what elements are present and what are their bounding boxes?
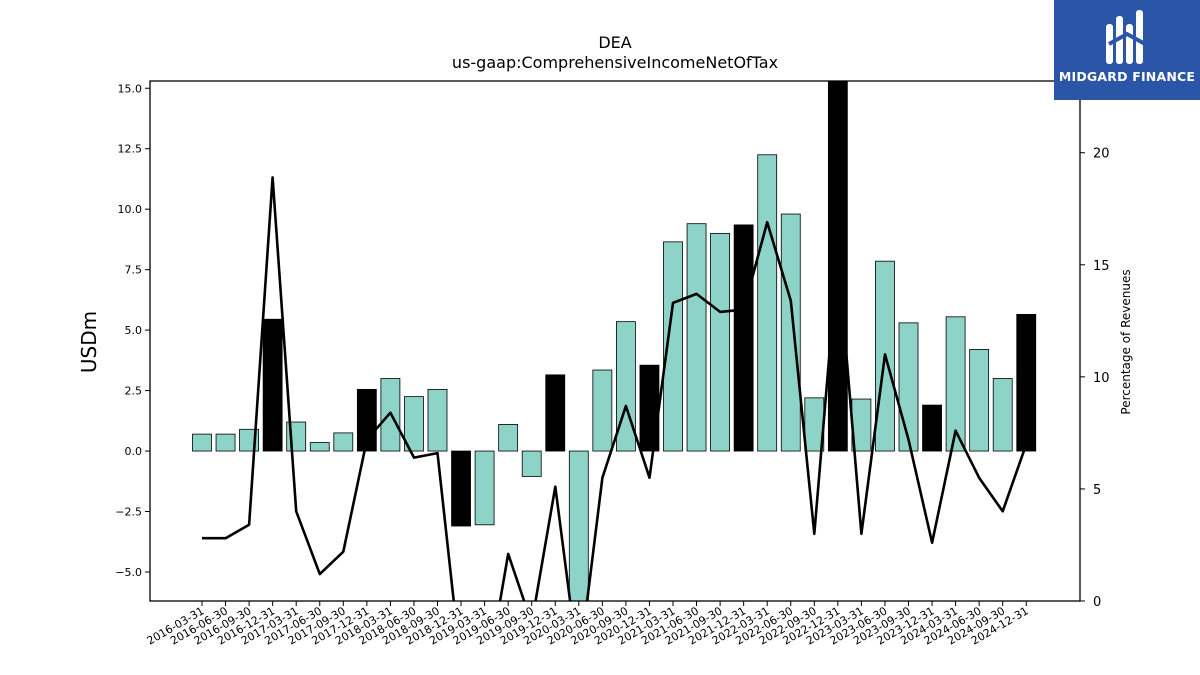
bar (616, 321, 636, 452)
bar (969, 349, 990, 452)
y2-tick-label: 20 (1093, 147, 1110, 162)
y2-tick-label: 10 (1093, 371, 1110, 386)
bar (474, 450, 495, 526)
brand-logo: MIDGARD FINANCE (1054, 0, 1200, 100)
bar (404, 396, 424, 452)
bar (427, 388, 448, 452)
y2-tick-label: 5 (1093, 483, 1101, 498)
bar (663, 241, 683, 452)
y-tick-label: 7.5 (125, 264, 143, 277)
bar (686, 223, 707, 452)
tick-marks: 15.0 12.5 10.0 7.5 5.0 2.5 0.0 −2.5 −5.0 20 15 10 5 0… (115, 82, 1109, 647)
chart-title: DEA (598, 33, 631, 52)
pct-revenue-line (202, 176, 1028, 601)
bar (262, 318, 283, 452)
bar (992, 378, 1013, 452)
bar (192, 433, 212, 452)
line-series (202, 176, 1028, 601)
bar (568, 450, 589, 601)
bar (545, 374, 566, 452)
bar (922, 404, 942, 452)
y-tick-label: 15.0 (118, 82, 143, 95)
y-tick-label: 0.0 (125, 445, 143, 458)
y-tick-label: 12.5 (118, 143, 143, 156)
logo-mark-icon (1106, 10, 1146, 64)
axes (149, 80, 1081, 602)
chart-subtitle: us-gaap:ComprehensiveIncomeNetOfTax (452, 53, 778, 72)
y-tick-label: 10.0 (118, 203, 143, 216)
bar (1016, 313, 1037, 452)
bar (215, 433, 236, 452)
y-tick-label: 2.5 (125, 385, 143, 398)
logo-text: MIDGARD FINANCE (1058, 69, 1196, 84)
bar (898, 322, 919, 452)
y-tick-label: −2.5 (115, 506, 142, 519)
bar (780, 213, 801, 452)
bar (757, 154, 778, 452)
bar (592, 369, 613, 452)
bar (333, 432, 354, 452)
bar (498, 424, 519, 452)
y-axis-label: USDm (77, 311, 101, 373)
bar (451, 450, 471, 527)
y2-tick-label: 15 (1093, 259, 1110, 274)
y-tick-label: −5.0 (115, 566, 142, 579)
bar (309, 442, 330, 452)
y2-tick-label: 0 (1093, 595, 1101, 610)
bar (733, 224, 754, 452)
bar (521, 450, 542, 477)
bar (945, 316, 966, 452)
bar (710, 232, 730, 452)
y-tick-label: 5.0 (125, 324, 143, 337)
bar-series (192, 81, 1037, 601)
y2-axis-label: Percentage of Revenues (1119, 269, 1133, 414)
plot-frame (149, 80, 1081, 602)
